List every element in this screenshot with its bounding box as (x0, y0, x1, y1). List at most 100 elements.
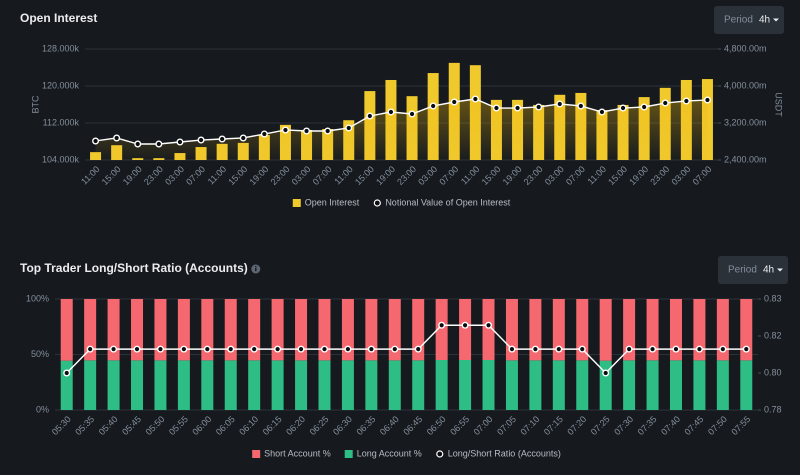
line-point (156, 345, 164, 353)
period-button-bg[interactable] (714, 6, 784, 34)
x-tick-label: 15:00 (100, 164, 123, 187)
bar-segment (599, 299, 612, 361)
x-tick-label: 06:05 (214, 414, 237, 437)
period-button[interactable]: Period 4h (718, 256, 788, 284)
x-tick-label: 05:30 (50, 414, 73, 437)
bar-segment (623, 299, 636, 361)
line-point (508, 345, 516, 353)
line-point (577, 102, 585, 110)
bar-segment (107, 360, 120, 410)
x-tick-label: 03:00 (543, 164, 566, 187)
line-point (535, 103, 543, 111)
x-tick-label: 03:00 (416, 164, 439, 187)
x-tick-label: 05:40 (97, 414, 120, 437)
period-button[interactable]: Period 4h (714, 6, 784, 34)
line-point (367, 345, 375, 353)
line-point (197, 136, 205, 144)
bar-segment (646, 360, 659, 410)
dropdown-caret[interactable] (777, 268, 783, 272)
line-point (133, 345, 141, 353)
bar-segment (529, 299, 542, 361)
line-point (742, 345, 750, 353)
bar-segment (412, 299, 425, 361)
bar-segment (693, 299, 706, 361)
x-tick-label: 11:00 (206, 164, 229, 187)
bar-segment (623, 360, 636, 410)
bar-segment (482, 359, 495, 410)
bar-segment (552, 299, 565, 361)
bar-segment (271, 360, 284, 410)
line-point (218, 135, 226, 143)
line-area (95, 98, 708, 160)
bar-segment (365, 360, 378, 410)
line-point (514, 104, 522, 112)
line-point (719, 345, 727, 353)
x-tick-label: 07:50 (706, 414, 729, 437)
bar-segment (576, 360, 589, 410)
line-point (619, 104, 627, 112)
line-point (578, 345, 586, 353)
x-tick-label: 07:00 (437, 164, 460, 187)
line-point (649, 345, 657, 353)
chart-panel: Top Trader Long/Short Ratio (Accounts) Pe… (20, 256, 788, 458)
bar-segment (201, 360, 214, 410)
x-tick-label: 07:00 (311, 164, 334, 187)
y-tick-label: 128.000k (42, 43, 80, 53)
line-point (110, 345, 118, 353)
x-tick-label: 05:35 (73, 414, 96, 437)
line-point (320, 345, 328, 353)
x-tick-label: 06:35 (354, 414, 377, 437)
line-point (366, 112, 374, 120)
line-point (297, 345, 305, 353)
line-point (274, 345, 282, 353)
legend: Short Account % Long Account % Long/Short … (252, 448, 561, 458)
period-label[interactable]: Period (724, 15, 753, 26)
x-tick-label: 06:55 (448, 414, 471, 437)
legend: Open Interest Notional Value of Open Inte… (292, 197, 511, 207)
legend-swatch (292, 199, 301, 207)
x-tick-label: 07:40 (659, 414, 682, 437)
bar-segment (248, 360, 261, 410)
x-tick-label: 07:45 (683, 414, 706, 437)
bar-segment (107, 299, 120, 361)
x-tick-label: 06:45 (401, 414, 424, 437)
y2-tick-label: 2,400.00m (724, 154, 767, 164)
y-axis-title: BTC (30, 95, 40, 114)
period-label[interactable]: Period (728, 265, 757, 276)
bar-segment (341, 299, 354, 361)
x-tick-label: 07:55 (729, 414, 752, 437)
x-tick-label: 15:00 (606, 164, 629, 187)
line-point (438, 321, 446, 329)
x-tick-label: 19:00 (374, 164, 397, 187)
x-tick-label: 03:00 (290, 164, 313, 187)
legend-swatch (436, 450, 444, 458)
line-point (281, 126, 289, 134)
period-value[interactable]: 4h (763, 265, 774, 276)
period-button-bg[interactable] (718, 256, 788, 284)
line-point (92, 137, 100, 145)
period-value[interactable]: 4h (759, 15, 770, 26)
x-tick-label: 06:25 (308, 414, 331, 437)
bar-segment (271, 299, 284, 361)
info-icon-mark (255, 268, 257, 272)
x-tick-label: 19:00 (627, 164, 650, 187)
x-tick-label: 07:20 (565, 414, 588, 437)
dropdown-caret[interactable] (773, 18, 779, 22)
y-tick-label: 50% (31, 349, 49, 359)
x-tick-label: 07:05 (495, 414, 518, 437)
chart-title: Open Interest (20, 11, 97, 25)
legend-swatch (344, 450, 353, 458)
bar-segment (669, 360, 682, 410)
line-point (324, 127, 332, 135)
x-tick-label: 06:40 (378, 414, 401, 437)
x-tick-label: 07:15 (542, 414, 565, 437)
legend-label: Long/Short Ratio (Accounts) (448, 448, 561, 458)
line-point (556, 100, 564, 108)
x-tick-label: 05:55 (167, 414, 190, 437)
bar-segment (201, 299, 214, 361)
x-tick-label: 11:00 (586, 164, 609, 187)
bar-segment (318, 360, 331, 410)
y2-tick-label: 0.82 (764, 330, 782, 340)
bar-segment (552, 360, 565, 410)
y2-tick-label: 4,000.00m (724, 80, 767, 90)
